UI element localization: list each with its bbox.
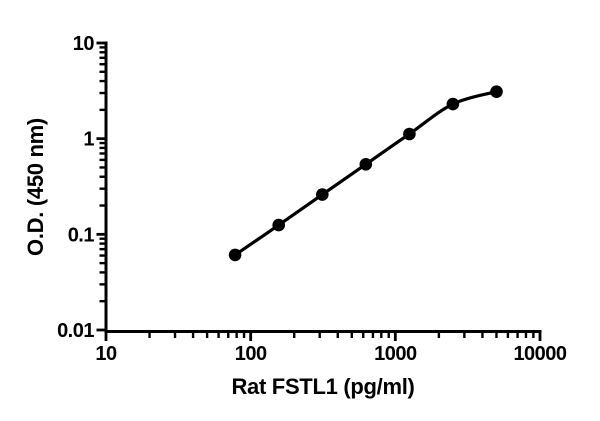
x-tick-label: 10000 [513, 343, 566, 365]
data-point [272, 218, 286, 232]
y-tick-label: 1 [83, 129, 94, 151]
data-point [446, 97, 460, 111]
y-tick-label: 0.01 [57, 320, 94, 342]
y-tick-label: 10 [73, 33, 95, 55]
series-line [233, 90, 499, 257]
data-point [228, 248, 242, 262]
y-axis-title: O.D. (450 nm) [23, 118, 48, 256]
x-axis-title: Rat FSTL1 (pg/ml) [231, 374, 415, 399]
data-point [316, 188, 329, 201]
x-tick-label: 100 [235, 343, 267, 365]
data-point [403, 127, 416, 141]
data-point [490, 85, 503, 98]
data-point [359, 158, 373, 171]
y-tick-label: 0.1 [68, 224, 95, 246]
x-tick-label: 1000 [374, 343, 417, 365]
x-tick-label: 10 [95, 343, 117, 365]
